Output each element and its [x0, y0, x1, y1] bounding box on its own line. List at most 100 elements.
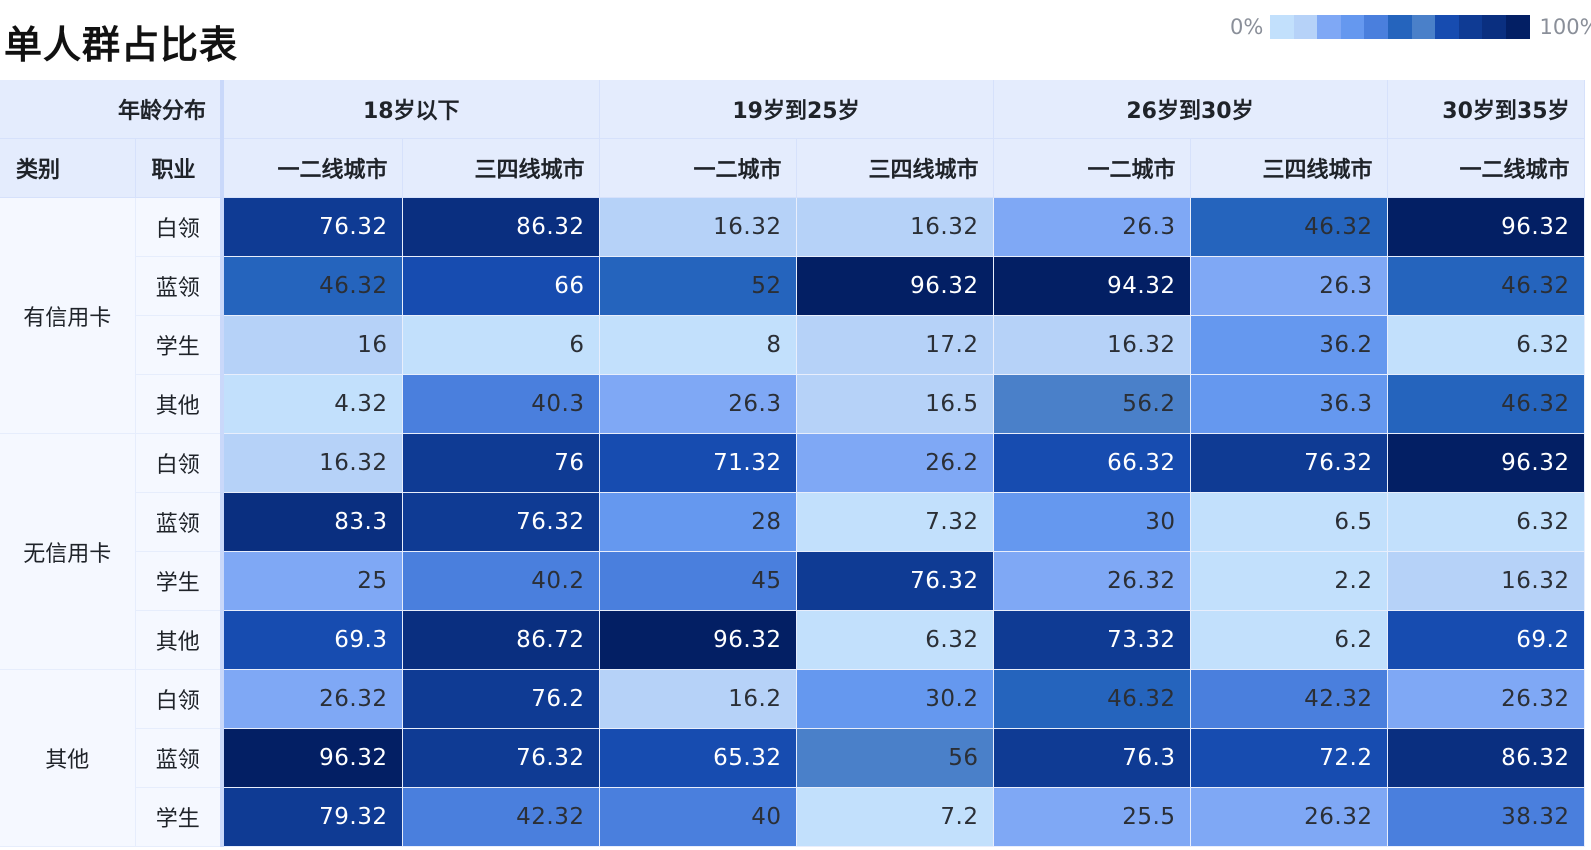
job-cell[interactable]: 学生 [134, 787, 224, 847]
job-cell[interactable]: 学生 [134, 315, 224, 375]
heatmap-cell[interactable]: 76.3 [993, 728, 1191, 788]
heatmap-cell[interactable]: 38.32 [1387, 787, 1585, 847]
heatmap-cell[interactable]: 26.3 [993, 197, 1191, 257]
heatmap-cell[interactable]: 36.2 [1190, 315, 1388, 375]
heatmap-cell[interactable]: 28 [599, 492, 797, 552]
heatmap-cell[interactable]: 66 [402, 256, 600, 316]
heatmap-cell[interactable]: 76.32 [402, 728, 600, 788]
age-group-header[interactable]: 19岁到25岁 [599, 80, 994, 139]
heatmap-cell[interactable]: 42.32 [1190, 669, 1388, 729]
heatmap-cell[interactable]: 86.32 [1387, 728, 1585, 788]
heatmap-cell[interactable]: 6.2 [1190, 610, 1388, 670]
city-header[interactable]: 一二城市 [993, 138, 1191, 198]
heatmap-cell[interactable]: 16.32 [222, 433, 403, 493]
heatmap-cell[interactable]: 26.32 [1387, 669, 1585, 729]
heatmap-cell[interactable]: 65.32 [599, 728, 797, 788]
heatmap-cell[interactable]: 46.32 [222, 256, 403, 316]
heatmap-cell[interactable]: 16 [222, 315, 403, 375]
heatmap-cell[interactable]: 2.2 [1190, 551, 1388, 611]
heatmap-cell[interactable]: 26.3 [599, 374, 797, 434]
city-header[interactable]: 一二线城市 [222, 138, 403, 198]
heatmap-cell[interactable]: 6.5 [1190, 492, 1388, 552]
heatmap-cell[interactable]: 86.72 [402, 610, 600, 670]
heatmap-cell[interactable]: 94.32 [993, 256, 1191, 316]
heatmap-cell[interactable]: 25.5 [993, 787, 1191, 847]
city-header[interactable]: 一二线城市 [1387, 138, 1585, 198]
age-group-header[interactable]: 30岁到35岁 [1387, 80, 1585, 139]
job-cell[interactable]: 白领 [134, 669, 224, 729]
heatmap-cell[interactable]: 6 [402, 315, 600, 375]
heatmap-cell[interactable]: 26.2 [796, 433, 994, 493]
job-cell[interactable]: 白领 [134, 433, 224, 493]
heatmap-cell[interactable]: 30.2 [796, 669, 994, 729]
category-cell[interactable]: 无信用卡 [0, 433, 135, 670]
job-cell[interactable]: 白领 [134, 197, 224, 257]
age-group-header[interactable]: 26岁到30岁 [993, 80, 1388, 139]
heatmap-cell[interactable]: 56.2 [993, 374, 1191, 434]
heatmap-cell[interactable]: 40.3 [402, 374, 600, 434]
city-header[interactable]: 三四线城市 [402, 138, 600, 198]
heatmap-cell[interactable]: 16.2 [599, 669, 797, 729]
heatmap-cell[interactable]: 76.32 [402, 492, 600, 552]
heatmap-cell[interactable]: 76.32 [222, 197, 403, 257]
job-cell[interactable]: 其他 [134, 374, 224, 434]
heatmap-cell[interactable]: 26.32 [1190, 787, 1388, 847]
heatmap-cell[interactable]: 6.32 [796, 610, 994, 670]
heatmap-cell[interactable]: 76.2 [402, 669, 600, 729]
heatmap-cell[interactable]: 66.32 [993, 433, 1191, 493]
city-header[interactable]: 一二城市 [599, 138, 797, 198]
heatmap-cell[interactable]: 6.32 [1387, 315, 1585, 375]
heatmap-cell[interactable]: 16.32 [993, 315, 1191, 375]
heatmap-cell[interactable]: 26.32 [993, 551, 1191, 611]
heatmap-cell[interactable]: 96.32 [1387, 433, 1585, 493]
heatmap-cell[interactable]: 46.32 [1387, 256, 1585, 316]
heatmap-cell[interactable]: 83.3 [222, 492, 403, 552]
heatmap-cell[interactable]: 52 [599, 256, 797, 316]
job-cell[interactable]: 蓝领 [134, 728, 224, 788]
heatmap-cell[interactable]: 16.32 [796, 197, 994, 257]
job-cell[interactable]: 学生 [134, 551, 224, 611]
heatmap-cell[interactable]: 79.32 [222, 787, 403, 847]
job-cell[interactable]: 其他 [134, 610, 224, 670]
heatmap-cell[interactable]: 17.2 [796, 315, 994, 375]
pivot-table-container[interactable]: 年龄分布 18岁以下 19岁到25岁 26岁到30岁 30岁到35岁 类别 职业… [0, 80, 1591, 850]
city-header[interactable]: 三四线城市 [1190, 138, 1388, 198]
heatmap-cell[interactable]: 16.5 [796, 374, 994, 434]
heatmap-cell[interactable]: 30 [993, 492, 1191, 552]
heatmap-cell[interactable]: 69.2 [1387, 610, 1585, 670]
job-cell[interactable]: 蓝领 [134, 492, 224, 552]
heatmap-cell[interactable]: 96.32 [796, 256, 994, 316]
heatmap-cell[interactable]: 16.32 [1387, 551, 1585, 611]
heatmap-cell[interactable]: 7.32 [796, 492, 994, 552]
heatmap-cell[interactable]: 46.32 [1387, 374, 1585, 434]
heatmap-cell[interactable]: 40.2 [402, 551, 600, 611]
job-cell[interactable]: 蓝领 [134, 256, 224, 316]
heatmap-cell[interactable]: 71.32 [599, 433, 797, 493]
heatmap-cell[interactable]: 96.32 [1387, 197, 1585, 257]
heatmap-cell[interactable]: 45 [599, 551, 797, 611]
heatmap-cell[interactable]: 76 [402, 433, 600, 493]
heatmap-cell[interactable]: 76.32 [1190, 433, 1388, 493]
heatmap-cell[interactable]: 6.32 [1387, 492, 1585, 552]
heatmap-cell[interactable]: 96.32 [222, 728, 403, 788]
heatmap-cell[interactable]: 56 [796, 728, 994, 788]
heatmap-cell[interactable]: 46.32 [993, 669, 1191, 729]
heatmap-cell[interactable]: 16.32 [599, 197, 797, 257]
heatmap-cell[interactable]: 72.2 [1190, 728, 1388, 788]
heatmap-cell[interactable]: 25 [222, 551, 403, 611]
category-cell[interactable]: 有信用卡 [0, 197, 135, 434]
heatmap-cell[interactable]: 73.32 [993, 610, 1191, 670]
city-header[interactable]: 三四线城市 [796, 138, 994, 198]
heatmap-cell[interactable]: 42.32 [402, 787, 600, 847]
heatmap-cell[interactable]: 26.32 [222, 669, 403, 729]
heatmap-cell[interactable]: 7.2 [796, 787, 994, 847]
heatmap-cell[interactable]: 46.32 [1190, 197, 1388, 257]
heatmap-cell[interactable]: 96.32 [599, 610, 797, 670]
heatmap-cell[interactable]: 26.3 [1190, 256, 1388, 316]
age-group-header[interactable]: 18岁以下 [222, 80, 600, 139]
heatmap-cell[interactable]: 40 [599, 787, 797, 847]
heatmap-cell[interactable]: 86.32 [402, 197, 600, 257]
heatmap-cell[interactable]: 8 [599, 315, 797, 375]
heatmap-cell[interactable]: 36.3 [1190, 374, 1388, 434]
heatmap-cell[interactable]: 4.32 [222, 374, 403, 434]
